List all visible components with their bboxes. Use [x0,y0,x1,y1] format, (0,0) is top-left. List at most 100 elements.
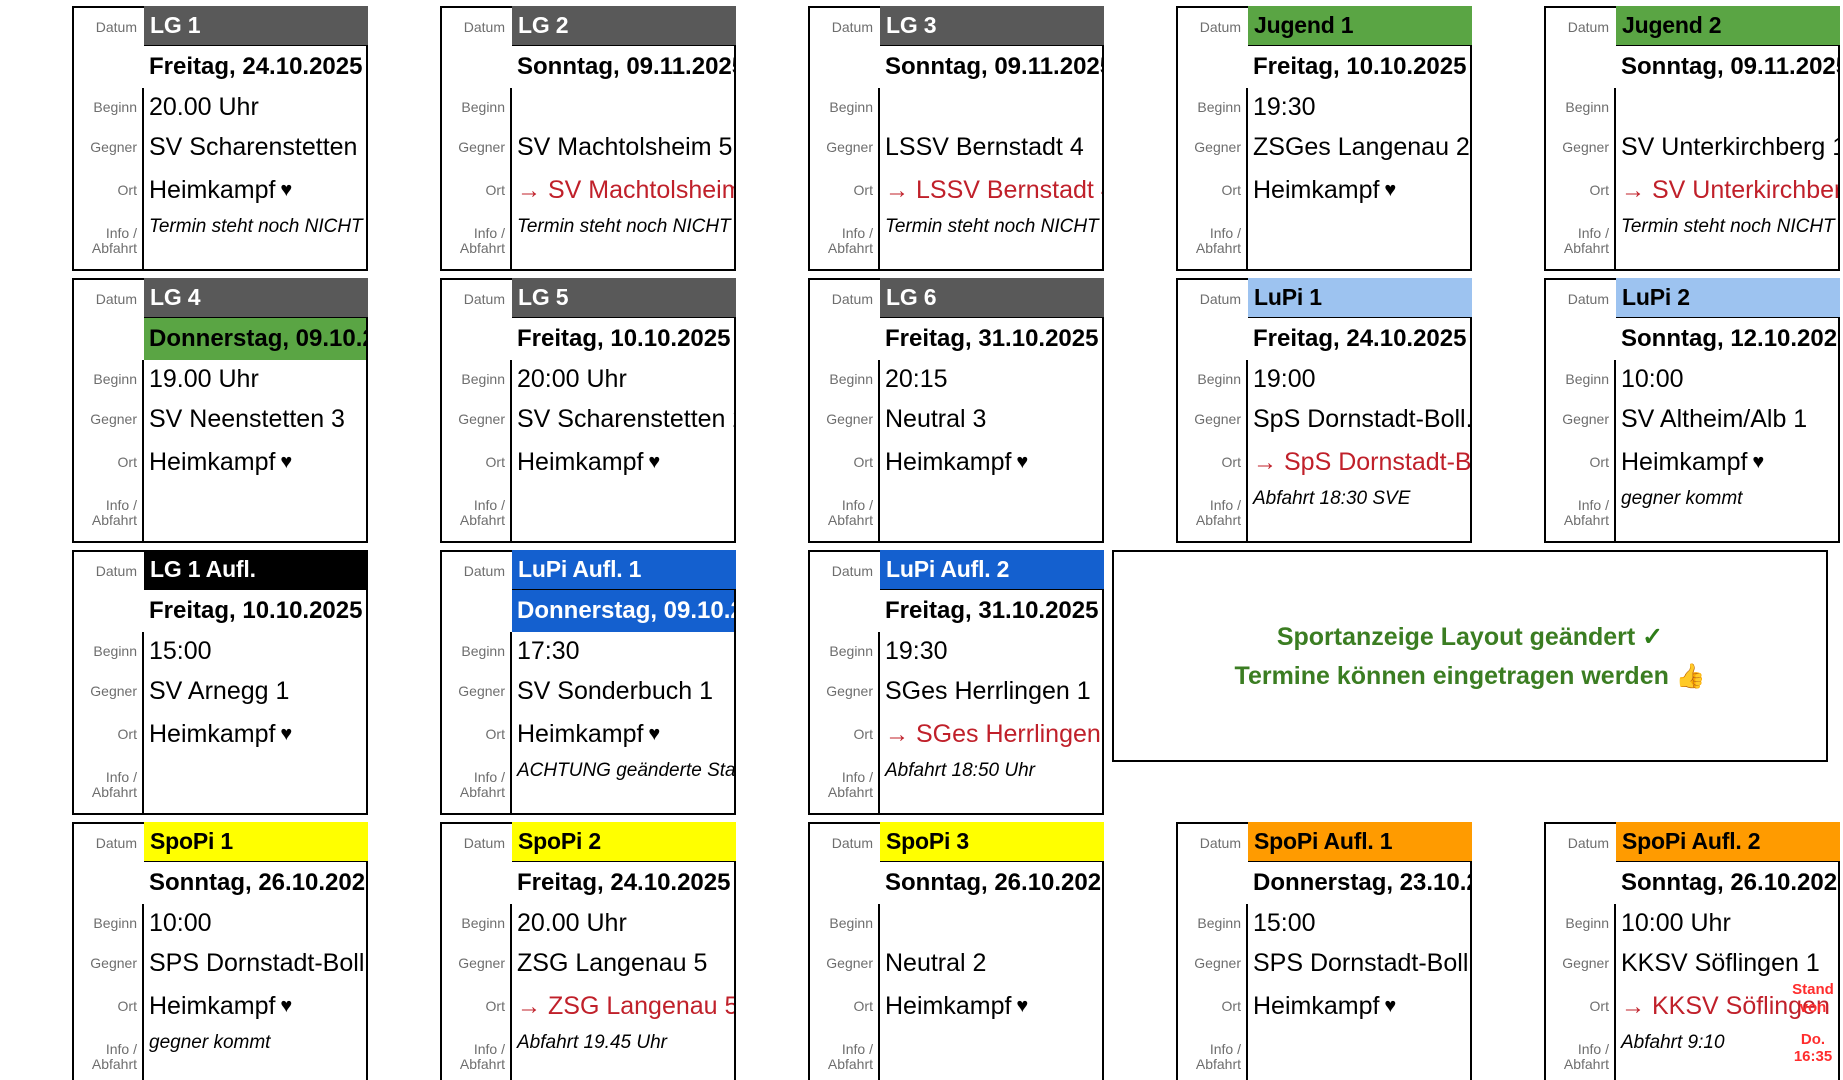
card-title: LuPi 1 [1248,278,1472,318]
home-heart-icon: ♥ [648,723,661,745]
card-date-label-text: Datum [1199,834,1241,851]
card-opponent-text: SV Machtolsheim 5 [517,133,733,161]
card-location-label-text: Ort [485,454,505,471]
fixture-card[interactable]: LG 1 Aufl. Datum Freitag, 10.10.2025 Beginn… [72,550,368,815]
card-opponent: SV Sonderbuch 1 [510,671,734,712]
fixture-card[interactable]: LG 6 Datum Freitag, 31.10.2025 Beginn 20:15 G… [808,278,1104,543]
card-start-label-text: Beginn [1197,99,1241,116]
card-info-label: Info / Abfahrt [442,485,512,541]
fixture-card[interactable]: Jugend 2 Datum Sonntag, 09.11.2025 Beginn Ge… [1544,6,1840,271]
card-location-label: Ort [442,168,512,213]
fixture-card[interactable]: SpoPi Aufl. 2 Datum Sonntag, 26.10.2025 Beg… [1544,822,1840,1080]
fixture-card[interactable]: SpoPi 3 Datum Sonntag, 26.10.2025 Beginn Geg… [808,822,1104,1080]
fixture-card[interactable]: LG 3 Datum Sonntag, 09.11.2025 Beginn Gegner… [808,6,1104,271]
fixture-card[interactable]: SpoPi 1 Datum Sonntag, 26.10.2025 Beginn 10:… [72,822,368,1080]
card-info: Termin steht noch NICHT fest [878,213,1102,269]
card-opponent-text: SPS Dornstadt-Boll. 1 [1253,949,1470,977]
fixture-card[interactable]: SpoPi Aufl. 1 Datum Donnerstag, 23.10.2025… [1176,822,1472,1080]
card-date-text: Donnerstag, 09.10.2025 [149,325,366,352]
card-date-text: Sonntag, 12.10.2025 [1621,325,1838,352]
card-location-label-text: Ort [117,454,137,471]
fixture-card[interactable]: LuPi Aufl. 1 Datum Donnerstag, 09.10.2025 B… [440,550,736,815]
card-opponent: Neutral 2 [878,943,1102,984]
card-start-label-text: Beginn [93,915,137,932]
card-date-label: Datum [1546,280,1616,318]
card-opponent-text: KKSV Söflingen 1 [1621,949,1820,977]
card-start-label: Beginn [74,904,144,943]
card-start-label-text: Beginn [93,371,137,388]
home-heart-icon: ♥ [1752,451,1765,473]
card-date-label: Datum [442,280,512,318]
card-info-label: Info / Abfahrt [442,757,512,813]
card-info-label-text: Abfahrt [827,1056,873,1072]
card-title: LG 5 [512,278,736,318]
card-info-text: Abfahrt 18:30 SVE [1253,488,1411,509]
home-heart-icon: ♥ [1384,179,1397,201]
fixture-cell: LuPi Aufl. 2 Datum Freitag, 31.10.2025 Begi… [738,550,1104,816]
card-opponent-label: Gegner [810,671,880,712]
card-location-label: Ort [1178,984,1248,1029]
card-info-text: Abfahrt 18:50 Uhr [885,760,1035,781]
card-title: SpoPi Aufl. 2 [1616,822,1840,862]
card-info [142,757,366,813]
card-date: Donnerstag, 09.10.2025 [144,318,366,360]
card-opponent-label-text: Gegner [90,683,137,700]
card-location-label-text: Ort [853,182,873,199]
card-start: 15:00 [1246,904,1470,943]
card-date-label: Datum [1546,8,1616,46]
card-date-text: Freitag, 24.10.2025 [1253,325,1467,352]
card-start-label: Beginn [442,632,512,671]
card-location-label-text: Ort [1589,454,1609,471]
fixture-card[interactable]: LG 1 Datum Freitag, 24.10.2025 Beginn 20.00 … [72,6,368,271]
card-info-label: Info / Abfahrt [810,1029,880,1080]
card-opponent-label: Gegner [74,943,144,984]
card-opponent: SV Scharenstetten 1 [142,127,366,168]
card-date-text: Sonntag, 26.10.2025 [885,869,1102,896]
fixture-card[interactable]: Jugend 1 Datum Freitag, 10.10.2025 Beginn 19… [1176,6,1472,271]
card-location-text: Heimkampf [1621,448,1748,476]
card-info [878,1029,1102,1080]
fixture-card[interactable]: LG 5 Datum Freitag, 10.10.2025 Beginn 20:00 … [440,278,736,543]
fixture-card[interactable]: SpoPi 2 Datum Freitag, 24.10.2025 Beginn 20.… [440,822,736,1080]
announcement-line-1-text: Sportanzeige Layout geändert [1276,622,1636,651]
card-location: Heimkampf ♥ [878,984,1102,1029]
card-date: Sonntag, 09.11.2025 [512,46,734,88]
card-info [878,485,1102,541]
card-opponent-label-text: Gegner [826,683,873,700]
card-info-label: Info / Abfahrt [74,485,144,541]
card-opponent-label: Gegner [810,127,880,168]
card-location-label-text: Ort [1221,998,1241,1015]
card-info: gegner kommt [142,1029,366,1080]
card-start-text: 19:30 [885,637,948,665]
home-heart-icon: ♥ [280,179,293,201]
fixture-card[interactable]: LG 4 Datum Donnerstag, 09.10.2025 Beginn 19.… [72,278,368,543]
card-date-label: Datum [810,552,880,590]
fixture-card[interactable]: LG 2 Datum Sonntag, 09.11.2025 Beginn Gegner… [440,6,736,271]
fixture-card[interactable]: LuPi Aufl. 2 Datum Freitag, 31.10.2025 Begi… [808,550,1104,815]
card-opponent-text: SV Scharenstetten 2 [517,405,734,433]
card-start-label-text: Beginn [461,643,505,660]
card-date: Sonntag, 26.10.2025 [880,862,1102,904]
away-arrow-icon: → [1621,176,1645,204]
card-date-label-text: Datum [1199,290,1241,307]
fixture-card[interactable]: LuPi 2 Datum Sonntag, 12.10.2025 Beginn 10:0… [1544,278,1840,543]
card-start-text: 20:00 Uhr [517,365,627,393]
card-date-text: Freitag, 31.10.2025 [885,325,1099,352]
card-info-label-text: Info / [841,497,873,514]
away-arrow-icon: → [517,992,541,1020]
away-arrow-icon: → [517,176,541,204]
fixture-card[interactable]: LuPi 1 Datum Freitag, 24.10.2025 Beginn 19:0… [1176,278,1472,543]
card-date: Sonntag, 12.10.2025 [1616,318,1838,360]
card-start-label: Beginn [1546,904,1616,943]
card-location: → LSSV Bernstadt 4 [878,168,1102,213]
card-opponent-label-text: Gegner [458,683,505,700]
card-info-label-text: Info / [473,1041,505,1058]
card-info-label: Info / Abfahrt [74,757,144,813]
card-start-text: 20.00 Uhr [149,93,259,121]
card-opponent: SV Altheim/Alb 1 [1614,399,1838,440]
card-date: Sonntag, 26.10.2025 [1616,862,1838,904]
card-location: Heimkampf ♥ [878,440,1102,485]
home-heart-icon: ♥ [280,723,293,745]
card-date-label-text: Datum [95,834,137,851]
fixture-cell: SpoPi 2 Datum Freitag, 24.10.2025 Beginn 20.… [370,822,736,1080]
